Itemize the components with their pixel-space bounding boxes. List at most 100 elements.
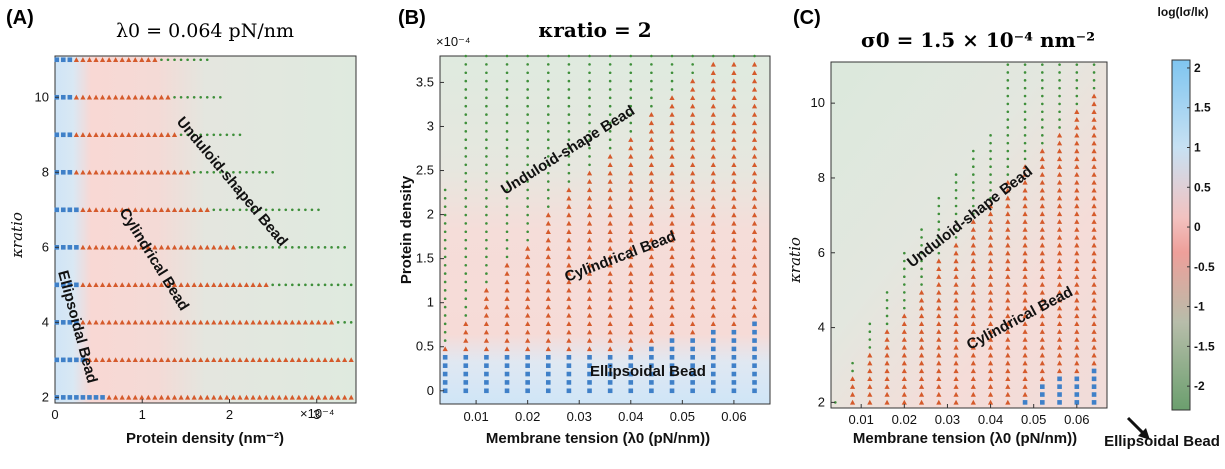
cylindrical-point	[953, 266, 959, 272]
cylindrical-point	[953, 289, 959, 295]
cylindrical-point	[525, 245, 531, 251]
unduloid-point	[505, 138, 509, 141]
cylindrical-point	[1022, 384, 1028, 389]
cylindrical-point	[953, 258, 959, 264]
unduloid-point	[546, 155, 550, 158]
unduloid-point	[1092, 86, 1096, 90]
cylindrical-point	[165, 394, 171, 400]
unduloid-point	[937, 243, 941, 247]
panel-label-c: (C)	[793, 7, 821, 29]
unduloid-point	[310, 283, 314, 287]
cylindrical-point	[987, 360, 994, 366]
unduloid-point	[650, 104, 653, 108]
unduloid-point	[670, 79, 674, 83]
cylindrical-point	[731, 204, 737, 209]
unduloid-point	[989, 157, 992, 161]
cylindrical-point	[132, 169, 138, 175]
cylindrical-point	[86, 94, 93, 100]
cylindrical-point	[710, 287, 716, 293]
cylindrical-point	[224, 282, 230, 288]
cylindrical-point	[1022, 289, 1028, 295]
unduloid-point	[989, 134, 992, 137]
cylindrical-point	[263, 394, 269, 400]
cylindrical-point	[1005, 352, 1011, 358]
unduloid-point	[464, 54, 468, 58]
cylindrical-point	[1039, 266, 1045, 272]
cylindrical-point	[80, 169, 86, 175]
marks-c	[834, 63, 1097, 405]
cylindrical-point	[113, 282, 119, 288]
cylindrical-point	[165, 357, 171, 363]
ellipsoidal-point	[54, 282, 60, 288]
cylindrical-point	[1039, 297, 1045, 303]
cylindrical-point	[628, 245, 634, 251]
cylindrical-point	[145, 207, 151, 213]
unduloid-point	[546, 130, 550, 133]
cylindrical-point	[1005, 368, 1011, 374]
cylindrical-point	[283, 394, 289, 400]
cylindrical-point	[669, 245, 675, 251]
cylindrical-point	[525, 329, 531, 335]
cylindrical-point	[918, 297, 925, 303]
unduloid-point	[629, 88, 633, 91]
cylindrical-point	[99, 282, 106, 288]
ellipsoidal-point	[1074, 392, 1080, 397]
cylindrical-point	[545, 312, 551, 318]
unduloid-point	[464, 171, 468, 175]
cylindrical-point	[545, 304, 551, 310]
cylindrical-point	[1091, 132, 1097, 138]
cylindrical-point	[504, 262, 510, 268]
cylindrical-point	[270, 394, 276, 400]
unduloid-point	[304, 208, 307, 212]
cylindrical-point	[80, 282, 86, 288]
unduloid-point	[608, 88, 612, 91]
ellipsoidal-point	[545, 355, 551, 360]
cylindrical-point	[93, 94, 99, 100]
cylindrical-point	[1056, 274, 1063, 279]
unduloid-point	[505, 104, 509, 108]
cylindrical-point	[970, 336, 976, 342]
y-tick-label-b: 0.5	[416, 339, 434, 354]
ellipsoidal-point	[525, 380, 530, 385]
ellipsoidal-point	[566, 388, 572, 394]
unduloid-point	[310, 246, 314, 249]
ellipsoidal-point	[504, 371, 510, 377]
cylindrical-point	[970, 258, 976, 264]
cylindrical-point	[586, 229, 593, 234]
cylindrical-point	[152, 94, 158, 100]
ellipsoidal-point	[442, 380, 448, 385]
cylindrical-point	[628, 204, 634, 209]
cylindrical-point	[628, 329, 634, 335]
unduloid-point	[526, 54, 529, 58]
cylindrical-point	[158, 169, 165, 175]
cylindrical-point	[165, 132, 171, 137]
unduloid-point	[546, 71, 550, 75]
cylindrical-point	[669, 262, 675, 268]
unduloid-point	[567, 54, 571, 58]
cylindrical-point	[126, 282, 132, 288]
cylindrical-point	[690, 120, 696, 126]
cylindrical-point	[628, 212, 634, 218]
cylindrical-point	[504, 337, 510, 343]
ellipsoidal-point	[463, 380, 469, 385]
cylindrical-point	[483, 329, 490, 335]
cylindrical-point	[987, 297, 994, 303]
unduloid-point	[245, 246, 248, 249]
unduloid-point	[212, 170, 216, 174]
cylindrical-point	[1074, 226, 1080, 232]
ellipsoidal-point	[1091, 392, 1097, 397]
cylindrical-point	[1056, 140, 1063, 146]
cylindrical-point	[1005, 226, 1011, 232]
cylindrical-point	[669, 128, 675, 134]
unduloid-point	[225, 133, 229, 137]
unduloid-point	[485, 247, 488, 250]
cylindrical-point	[263, 282, 269, 288]
cylindrical-point	[152, 57, 158, 62]
cylindrical-point	[1039, 368, 1045, 374]
cylindrical-point	[504, 271, 510, 276]
cylindrical-point	[1091, 242, 1097, 248]
cylindrical-point	[545, 271, 551, 276]
cylindrical-point	[1074, 203, 1080, 209]
cylindrical-point	[1022, 164, 1028, 169]
